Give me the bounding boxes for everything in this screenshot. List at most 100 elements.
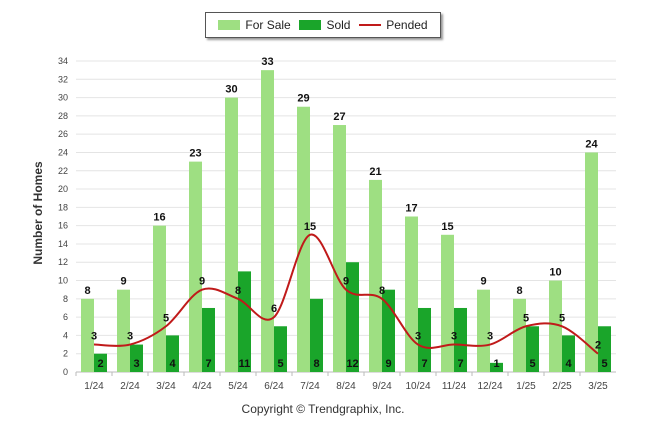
data-label-sold: 5 <box>277 358 283 370</box>
data-label-pended: 3 <box>91 331 97 343</box>
data-label-for-sale: 27 <box>333 111 345 123</box>
bar-for-sale <box>585 152 598 372</box>
bar-for-sale <box>513 298 526 372</box>
bar-sold <box>346 262 359 372</box>
x-tick-label: 7/24 <box>300 381 320 392</box>
data-label-sold: 3 <box>133 358 139 370</box>
x-axis-ticks: 1/24 2/24 3/24 4/24 5/24 6/24 7/24 8/24 9/24 10/2… <box>75 372 608 392</box>
y-tick-label: 20 <box>58 184 68 194</box>
data-label-sold: 5 <box>529 358 535 370</box>
bar-for-sale <box>441 234 454 372</box>
data-labels: 8239331645237930118335629815271292198177… <box>84 56 607 370</box>
x-tick-label: 1/25 <box>516 381 536 392</box>
data-label-sold: 7 <box>457 358 463 370</box>
bar-sold <box>526 326 539 372</box>
data-label-pended: 3 <box>487 331 493 343</box>
legend-swatch-for-sale <box>218 20 241 30</box>
legend-label-pended: Pended <box>386 18 428 32</box>
data-label-pended: 3 <box>451 331 457 343</box>
data-label-sold: 12 <box>346 358 358 370</box>
data-label-pended: 5 <box>163 312 169 324</box>
y-tick-label: 14 <box>58 239 68 249</box>
bar-for-sale <box>81 298 94 372</box>
bar-for-sale <box>477 289 490 372</box>
x-tick-label: 4/24 <box>192 381 212 392</box>
y-tick-label: 10 <box>58 276 68 286</box>
data-label-for-sale: 15 <box>441 221 453 233</box>
data-label-for-sale: 30 <box>225 84 237 96</box>
bar-sold <box>166 335 179 372</box>
pended-line-path <box>93 233 599 355</box>
y-tick-label: 32 <box>58 74 68 84</box>
data-label-pended: 8 <box>235 285 241 297</box>
legend-swatch-pended <box>359 24 382 26</box>
y-tick-label: 8 <box>63 294 68 304</box>
data-label-pended: 5 <box>559 312 565 324</box>
data-label-pended: 9 <box>343 276 349 288</box>
bar-sold <box>202 307 215 372</box>
data-label-sold: 7 <box>205 358 211 370</box>
bar-for-sale <box>333 125 346 372</box>
bar-sold <box>130 344 143 372</box>
bar-sold <box>274 326 287 372</box>
x-tick-label: 9/24 <box>372 381 392 392</box>
data-label-pended: 3 <box>415 331 421 343</box>
bar-sold <box>490 362 503 372</box>
x-tick-label: 2/25 <box>552 381 572 392</box>
data-label-for-sale: 24 <box>585 138 598 150</box>
bar-for-sale <box>189 161 202 372</box>
x-tick-label: 5/24 <box>228 381 248 392</box>
data-label-pended: 9 <box>199 276 205 288</box>
bar-for-sale <box>405 216 418 372</box>
x-tick-label: 12/24 <box>477 381 502 392</box>
data-label-for-sale: 8 <box>516 285 522 297</box>
bar-for-sale <box>297 106 310 372</box>
y-tick-label: 26 <box>58 129 68 139</box>
data-label-pended: 3 <box>127 331 133 343</box>
bar-for-sale <box>549 280 562 372</box>
y-tick-label: 12 <box>58 257 68 267</box>
copyright-footer: Copyright © Trendgraphix, Inc. <box>241 402 405 416</box>
data-label-for-sale: 33 <box>261 56 273 68</box>
data-label-pended: 8 <box>379 285 385 297</box>
data-label-pended: 2 <box>595 340 601 352</box>
data-label-sold: 2 <box>97 358 103 370</box>
bar-sold <box>454 307 467 372</box>
y-tick-label: 34 <box>58 56 68 66</box>
data-label-pended: 6 <box>271 303 277 315</box>
data-label-for-sale: 23 <box>189 148 201 160</box>
bars <box>81 70 611 373</box>
data-label-sold: 5 <box>601 358 607 370</box>
pended-line <box>93 233 599 355</box>
data-label-sold: 1 <box>493 358 499 370</box>
x-tick-label: 6/24 <box>264 381 284 392</box>
y-tick-label: 24 <box>58 147 68 157</box>
bar-sold <box>418 307 431 372</box>
data-label-sold: 8 <box>313 358 319 370</box>
y-tick-label: 28 <box>58 111 68 121</box>
x-tick-label: 11/24 <box>442 381 467 392</box>
data-label-sold: 4 <box>169 358 176 370</box>
y-tick-label: 0 <box>63 367 68 377</box>
legend: For Sale Sold Pended <box>205 12 441 38</box>
y-tick-label: 6 <box>63 312 68 322</box>
y-tick-label: 16 <box>58 221 68 231</box>
x-tick-label: 10/24 <box>405 381 430 392</box>
bar-for-sale <box>225 97 238 373</box>
data-label-for-sale: 9 <box>120 276 126 288</box>
legend-item-sold[interactable]: Sold <box>299 18 350 32</box>
data-label-for-sale: 21 <box>369 166 381 178</box>
bar-sold <box>238 271 251 372</box>
data-label-for-sale: 29 <box>297 93 309 105</box>
y-tick-label: 4 <box>63 330 68 340</box>
x-tick-label: 8/24 <box>336 381 356 392</box>
bar-for-sale <box>261 70 274 372</box>
bar-sold <box>94 353 107 372</box>
data-label-for-sale: 9 <box>480 276 486 288</box>
data-label-for-sale: 10 <box>549 267 561 279</box>
x-tick-label: 2/24 <box>120 381 140 392</box>
legend-item-pended[interactable]: Pended <box>359 18 428 32</box>
legend-item-for-sale[interactable]: For Sale <box>218 18 291 32</box>
